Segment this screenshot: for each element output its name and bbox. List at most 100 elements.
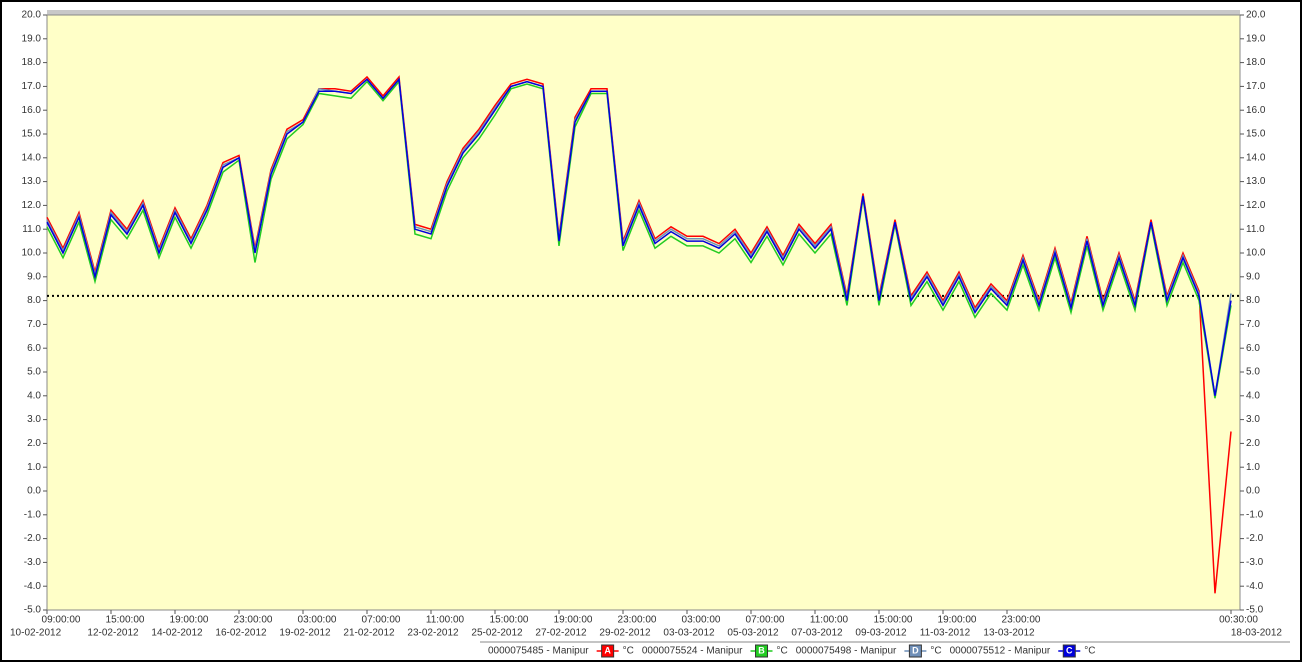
legend-unit: °C xyxy=(623,646,634,657)
y2-tick-label: 0.0 xyxy=(1246,486,1260,497)
x-tick-label: 19:00:00 xyxy=(554,615,593,626)
y-tick-label: 4.0 xyxy=(27,390,41,401)
y2-tick-label: 16.0 xyxy=(1246,105,1266,116)
y2-tick-label: 1.0 xyxy=(1246,462,1260,473)
legend-unit: °C xyxy=(930,646,941,657)
x-date-label: 23-02-2012 xyxy=(407,628,459,639)
x-date-label: 05-03-2012 xyxy=(727,628,779,639)
x-tick-label: 23:00:00 xyxy=(1002,615,1041,626)
x-tick-label: 23:00:00 xyxy=(618,615,657,626)
y-tick-label: 8.0 xyxy=(27,295,41,306)
y-tick-label: 16.0 xyxy=(22,105,42,116)
y-tick-label: 7.0 xyxy=(27,319,41,330)
x-tick-label: 09:00:00 xyxy=(42,615,81,626)
x-tick-label: 07:00:00 xyxy=(362,615,401,626)
y-tick-label: 18.0 xyxy=(22,57,42,68)
series-line xyxy=(46,77,1232,396)
y-tick-label: 2.0 xyxy=(27,438,41,449)
legend-marker-letter: D xyxy=(912,645,919,655)
x-date-label: 03-03-2012 xyxy=(663,628,715,639)
x-date-label: 25-02-2012 xyxy=(471,628,523,639)
y2-tick-label: 6.0 xyxy=(1246,343,1260,354)
legend-marker-letter: A xyxy=(604,645,611,655)
y2-tick-label: 8.0 xyxy=(1246,295,1260,306)
legend-marker xyxy=(1062,644,1076,658)
x-date-label: 12-02-2012 xyxy=(87,628,139,639)
x-date-label: 14-02-2012 xyxy=(151,628,203,639)
y2-tick-label: 7.0 xyxy=(1246,319,1260,330)
x-date-label: 19-02-2012 xyxy=(279,628,331,639)
y-tick-label: 0.0 xyxy=(27,486,41,497)
y2-tick-label: 19.0 xyxy=(1246,33,1266,44)
y-tick-label: 6.0 xyxy=(27,343,41,354)
x-tick-label: 15:00:00 xyxy=(106,615,145,626)
x-date-label: 11-03-2012 xyxy=(920,628,971,639)
x-tick-label: 23:00:00 xyxy=(234,615,273,626)
y2-tick-label: -5.0 xyxy=(1246,605,1264,616)
x-tick-label: 03:00:00 xyxy=(298,615,337,626)
y2-tick-label: -3.0 xyxy=(1246,557,1264,568)
y2-tick-label: 17.0 xyxy=(1246,81,1266,92)
y-tick-label: -5.0 xyxy=(24,605,42,616)
y-tick-label: 20.0 xyxy=(22,10,42,21)
series-line xyxy=(46,79,1232,399)
legend-unit: °C xyxy=(777,646,788,657)
legend-label: 0000075485 - Manipur xyxy=(488,646,589,657)
x-tick-label: 11:00:00 xyxy=(810,615,849,626)
y2-tick-label: 5.0 xyxy=(1246,367,1260,378)
y-tick-label: 10.0 xyxy=(22,248,42,259)
legend-label: 0000075498 - Manipur xyxy=(796,646,897,657)
legend-marker xyxy=(755,644,769,658)
y-tick-label: 14.0 xyxy=(22,152,42,163)
y2-tick-label: 2.0 xyxy=(1246,438,1260,449)
x-tick-label: 19:00:00 xyxy=(938,615,977,626)
y-tick-label: 19.0 xyxy=(22,33,42,44)
y-tick-label: -1.0 xyxy=(24,509,42,520)
x-tick-label: 15:00:00 xyxy=(490,615,529,626)
y2-tick-label: 4.0 xyxy=(1246,390,1260,401)
y2-tick-label: 9.0 xyxy=(1246,271,1260,282)
y-tick-label: 5.0 xyxy=(27,367,41,378)
x-tick-label: 15:00:00 xyxy=(874,615,913,626)
x-date-label: 27-02-2012 xyxy=(535,628,587,639)
x-tick-label: 00:30:00 xyxy=(1219,615,1258,626)
top-strip xyxy=(47,10,1240,15)
legend-label: 0000075524 - Manipur xyxy=(642,646,743,657)
x-date-label: 21-02-2012 xyxy=(343,628,395,639)
x-date-label: 18-03-2012 xyxy=(1231,628,1283,639)
x-tick-label: 03:00:00 xyxy=(682,615,721,626)
y2-tick-label: 14.0 xyxy=(1246,152,1266,163)
y-tick-label: 13.0 xyxy=(22,176,42,187)
y2-tick-label: 13.0 xyxy=(1246,176,1266,187)
y-tick-label: 3.0 xyxy=(27,414,41,425)
y-tick-label: 12.0 xyxy=(22,200,42,211)
y2-tick-label: -1.0 xyxy=(1246,509,1264,520)
legend-marker xyxy=(601,644,615,658)
y-tick-label: -4.0 xyxy=(24,581,42,592)
x-date-label: 09-03-2012 xyxy=(855,628,907,639)
legend-marker-letter: C xyxy=(1066,645,1073,655)
x-date-label: 13-03-2012 xyxy=(983,628,1035,639)
plot-area xyxy=(46,14,1241,611)
x-date-label: 16-02-2012 xyxy=(215,628,267,639)
x-tick-label: 19:00:00 xyxy=(170,615,209,626)
y2-tick-label: 20.0 xyxy=(1246,10,1266,21)
y2-tick-label: 11.0 xyxy=(1246,224,1265,235)
y2-tick-label: 10.0 xyxy=(1246,248,1266,259)
y2-tick-label: -4.0 xyxy=(1246,581,1264,592)
x-date-label: 10-02-2012 xyxy=(10,628,62,639)
x-tick-label: 07:00:00 xyxy=(746,615,785,626)
y-tick-label: 17.0 xyxy=(22,81,42,92)
y-tick-label: 15.0 xyxy=(22,129,42,140)
legend-marker xyxy=(908,644,922,658)
y-tick-label: 11.0 xyxy=(22,224,41,235)
x-date-label: 07-03-2012 xyxy=(791,628,843,639)
legend-unit: °C xyxy=(1084,646,1095,657)
y2-tick-label: -2.0 xyxy=(1246,533,1264,544)
y-tick-label: -2.0 xyxy=(24,533,42,544)
y2-tick-label: 15.0 xyxy=(1246,129,1266,140)
y-tick-label: 9.0 xyxy=(27,271,41,282)
y2-tick-label: 12.0 xyxy=(1246,200,1266,211)
legend-marker-letter: B xyxy=(758,645,765,655)
